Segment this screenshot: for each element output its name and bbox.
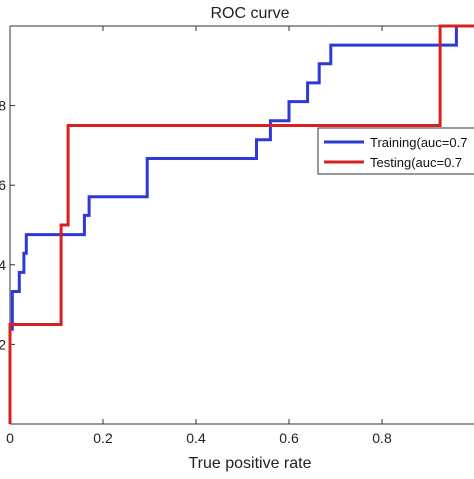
x-tick-label-1: 0.2 <box>93 430 113 446</box>
x-axis-title: True positive rate <box>188 455 311 472</box>
legend-box <box>317 127 474 175</box>
chart-title: ROC curve <box>210 5 289 22</box>
legend-label-0: Training(auc=0.7 <box>370 135 467 150</box>
legend-label-1: Testing(auc=0.7 <box>370 155 462 170</box>
x-tick-label-2: 0.4 <box>186 430 206 446</box>
y-tick-label-0: 2 <box>0 336 6 352</box>
series-layer <box>8 24 474 424</box>
x-tick-label-3: 0.6 <box>279 430 299 446</box>
x-tick-label-0: 0 <box>6 430 14 446</box>
y-tick-label-2: 6 <box>0 177 6 193</box>
y-tick-label-3: 8 <box>0 98 6 114</box>
legend: Training(auc=0.7 Testing(auc=0.7 <box>317 127 474 175</box>
series-line-1 <box>8 24 474 424</box>
series-line-0 <box>8 24 474 424</box>
y-tick-label-1: 4 <box>0 257 6 273</box>
x-tick-label-4: 0.8 <box>372 430 392 446</box>
